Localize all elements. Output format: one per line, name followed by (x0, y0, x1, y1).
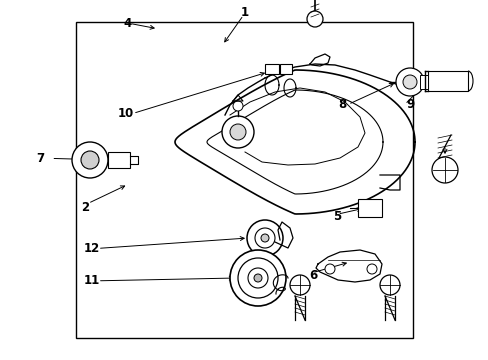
Text: 5: 5 (333, 210, 341, 222)
Circle shape (261, 234, 268, 242)
FancyBboxPatch shape (264, 64, 279, 74)
Circle shape (366, 264, 376, 274)
Text: 12: 12 (83, 242, 100, 255)
FancyBboxPatch shape (108, 152, 130, 168)
Circle shape (325, 264, 334, 274)
Circle shape (81, 151, 99, 169)
Circle shape (254, 228, 274, 248)
Bar (76, 22, 412, 338)
Text: 10: 10 (118, 107, 134, 120)
Text: 6: 6 (308, 269, 316, 282)
Circle shape (229, 250, 285, 306)
Text: 1: 1 (240, 6, 248, 19)
Circle shape (222, 116, 253, 148)
Circle shape (431, 157, 457, 183)
Circle shape (253, 274, 262, 282)
Text: 2: 2 (81, 201, 89, 213)
Circle shape (247, 268, 267, 288)
Circle shape (238, 258, 278, 298)
Circle shape (402, 75, 416, 89)
FancyBboxPatch shape (427, 71, 467, 91)
Circle shape (246, 220, 283, 256)
Circle shape (306, 11, 323, 27)
Text: 11: 11 (83, 274, 100, 287)
Circle shape (395, 68, 423, 96)
Circle shape (289, 275, 309, 295)
FancyBboxPatch shape (357, 199, 381, 217)
Text: 4: 4 (123, 17, 131, 30)
Circle shape (72, 142, 108, 178)
Circle shape (229, 124, 245, 140)
Circle shape (232, 101, 243, 111)
Text: 9: 9 (406, 98, 414, 111)
Text: 3: 3 (435, 170, 443, 183)
FancyBboxPatch shape (419, 75, 427, 89)
Circle shape (379, 275, 399, 295)
FancyBboxPatch shape (280, 64, 291, 74)
Text: 7: 7 (36, 152, 44, 165)
Text: 8: 8 (338, 98, 346, 111)
